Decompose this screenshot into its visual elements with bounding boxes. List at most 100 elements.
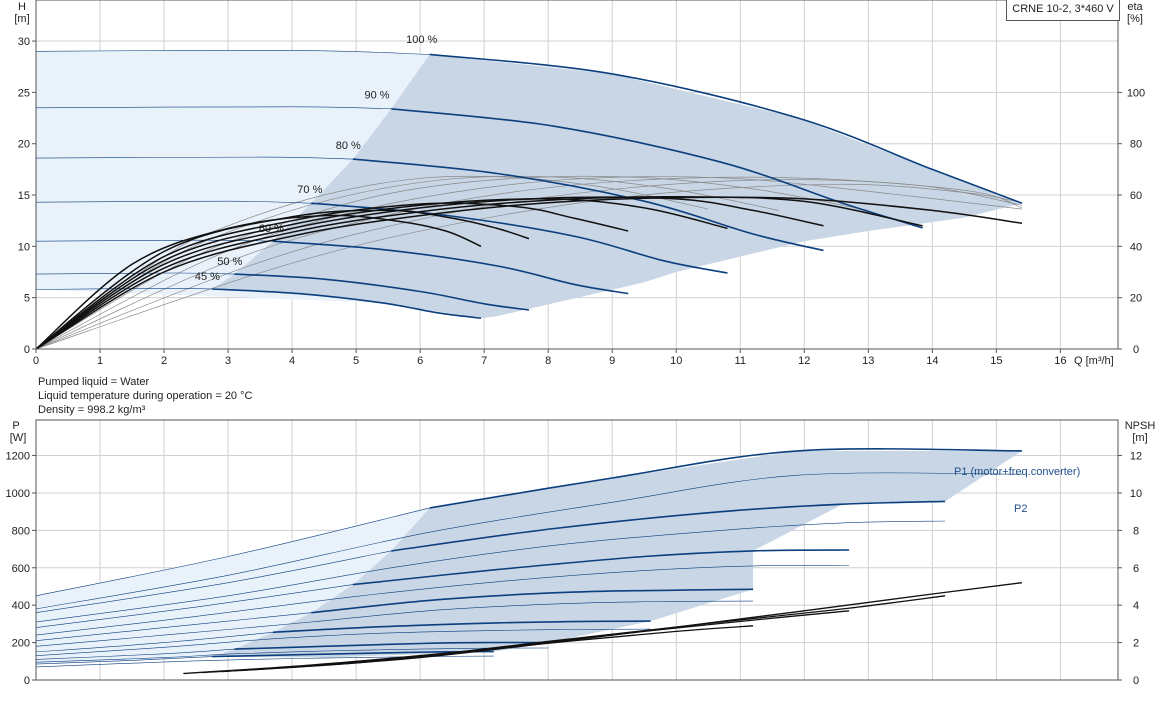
p1-series-label: P1 (motor+freq.converter) [954, 466, 1080, 478]
head-chart-xtick-label: 1 [97, 355, 103, 367]
flow-axis-label: Q [m³/h] [1074, 355, 1114, 367]
head-curve-1 [391, 108, 923, 229]
head-curve-6 [212, 288, 482, 319]
head-curve-thin-5 [35, 272, 235, 275]
power-chart-ytick-right-label: 6 [1133, 563, 1139, 575]
speed-label-1: 90 % [365, 89, 390, 101]
efficiency-curve-2 [35, 196, 824, 350]
head-chart-xtick-label: 12 [798, 355, 810, 367]
p1-curve-thin-6 [35, 656, 213, 665]
pump-model-label: CRNE 10-2, 3*460 V [1006, 0, 1120, 21]
power-chart-ytick-right-label: 10 [1130, 488, 1142, 500]
head-chart-xtick-label: 5 [353, 355, 359, 367]
head-chart-ytick-right-label: 60 [1130, 190, 1142, 202]
npsh-curve-2 [202, 610, 850, 674]
head-operating-area [212, 54, 1023, 319]
head-chart-ytick-right-label: 20 [1130, 293, 1142, 305]
speed-label-5: 50 % [217, 256, 242, 268]
power-chart-ytick-right-label: 2 [1133, 638, 1139, 650]
power-chart-ytick-label: 800 [12, 525, 30, 537]
p2-curve-1 [35, 520, 946, 623]
p2-curve-4 [35, 628, 651, 656]
head-chart-xtick-label: 10 [670, 355, 682, 367]
power-chart-ytick-right-label: 8 [1133, 525, 1139, 537]
p1-curve-thin-2 [35, 584, 353, 628]
head-chart-ytick-label: 30 [18, 36, 30, 48]
head-chart-xtick-label: 4 [289, 355, 295, 367]
eta-axis-title: eta [1127, 1, 1143, 13]
npsh-axis-unit: [m] [1132, 432, 1147, 444]
head-curve-4 [272, 240, 629, 295]
p2-series-label: P2 [1014, 503, 1027, 515]
power-chart-ytick-label: 200 [12, 638, 30, 650]
efficiency-thin-curve-3 [35, 176, 1023, 350]
p1-curve-0 [429, 448, 1023, 509]
npsh-curve-1 [221, 595, 946, 673]
p2-curve-0 [35, 472, 1023, 610]
p2-curve-3 [35, 600, 754, 647]
head-chart-xtick-label: 16 [1054, 355, 1066, 367]
npsh-axis-title: NPSH [1125, 420, 1156, 432]
efficiency-curve-0 [35, 196, 1023, 350]
power-chart-frame [35, 419, 1119, 681]
npsh-curve-3 [183, 625, 754, 675]
p1-curve-thin-3 [35, 612, 312, 641]
power-light-region [36, 507, 430, 665]
p2-curve-5 [35, 647, 549, 663]
head-curve-thin-6 [35, 288, 213, 290]
p1-curve-thin-5 [35, 648, 235, 660]
head-chart-xtick-label: 9 [609, 355, 615, 367]
density-text: Density = 998.2 kg/m³ [38, 404, 146, 416]
p1-curve-2 [352, 549, 850, 586]
efficiency-curve-6 [35, 214, 482, 350]
power-chart-ytick-label: 0 [24, 675, 30, 687]
p1-curve-4 [272, 620, 651, 634]
eta-axis-unit: [%] [1127, 13, 1143, 25]
power-chart-ytick-label: 1200 [6, 451, 30, 463]
head-chart-xtick-label: 15 [990, 355, 1002, 367]
head-chart-ytick-right-label: 40 [1130, 241, 1142, 253]
liquid-temperature-text: Liquid temperature during operation = 20… [38, 390, 253, 402]
head-axis-title: H [18, 1, 26, 13]
head-chart-xtick-label: 0 [33, 355, 39, 367]
head-chart-ytick-right-label: 100 [1127, 87, 1145, 99]
head-curve-5 [234, 273, 530, 311]
head-chart-ytick-right-label: 80 [1130, 139, 1142, 151]
head-curve-thin-3 [35, 200, 312, 204]
head-chart-ytick-label: 10 [18, 241, 30, 253]
speed-label-0: 100 % [406, 34, 437, 46]
speed-label-2: 80 % [336, 140, 361, 152]
speed-label-6: 45 % [195, 271, 220, 283]
head-curve-0 [429, 53, 1023, 204]
efficiency-thin-curve-5 [35, 179, 1023, 350]
head-curve-thin-0 [35, 49, 430, 55]
head-chart-xtick-label: 2 [161, 355, 167, 367]
power-axis-title: P [12, 420, 19, 432]
p1-curve-1 [391, 500, 946, 552]
efficiency-thin-curve-6 [35, 183, 1023, 350]
efficiency-thin-curve-2 [35, 175, 869, 350]
efficiency-curve-5 [35, 209, 530, 350]
head-chart-ytick-label: 0 [24, 344, 30, 356]
head-chart-xtick-label: 14 [926, 355, 938, 367]
efficiency-curve-3 [35, 198, 728, 350]
p1-curve-thin-0 [35, 507, 430, 597]
power-axis-unit: [W] [10, 432, 27, 444]
head-curve-thin-2 [35, 156, 353, 160]
head-curve-thin-4 [35, 239, 273, 242]
head-chart-ytick-right-label: 0 [1133, 344, 1139, 356]
head-chart-xtick-label: 7 [481, 355, 487, 367]
head-chart-xtick-label: 8 [545, 355, 551, 367]
pumped-liquid-text: Pumped liquid = Water [38, 376, 150, 388]
head-chart-ytick-label: 20 [18, 139, 30, 151]
head-chart-ytick-label: 15 [18, 190, 30, 202]
power-chart-ytick-right-label: 12 [1130, 451, 1142, 463]
head-chart-xtick-label: 3 [225, 355, 231, 367]
head-curve-thin-1 [35, 106, 392, 110]
power-chart-ytick-right-label: 4 [1133, 600, 1139, 612]
p1-curve-3 [311, 588, 754, 614]
efficiency-curve-1 [35, 196, 923, 350]
p2-curve-2 [35, 565, 850, 636]
